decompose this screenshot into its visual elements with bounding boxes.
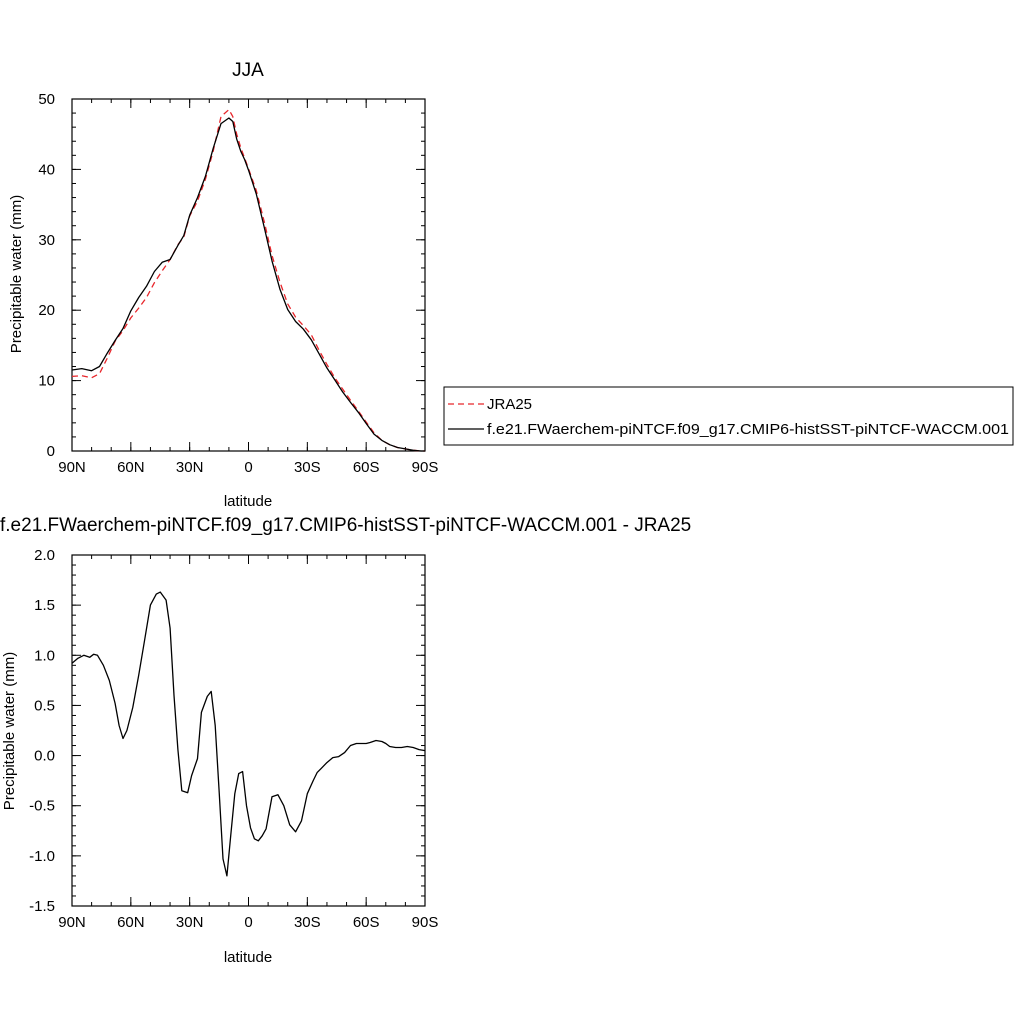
series-line-0 [71,591,426,877]
top-chart-y-axis-label: Precipitable water (mm) [8,195,25,353]
plot-frame [71,554,426,907]
x-tick-label: 90N [58,914,86,931]
bottom-chart-series [71,591,426,877]
top-chart-title: JJA [232,60,264,81]
y-tick-label: 0.0 [34,748,55,765]
x-tick-label: 60N [117,459,145,476]
y-tick-label: -1.5 [29,898,55,915]
y-tick-label: 1.5 [34,597,55,614]
y-tick-label: 50 [38,91,55,108]
series-line-1 [71,117,425,452]
top-chart-panel: JJA 90N 60N 30N 0 30S 60S 90S 0 10 20 30 40 50 latit… [8,60,438,510]
bottom-chart-axes: 90N 60N 30N 0 30S 60S 90S -1.5 -1.0 -0.5 0.0 0.5 1.0… [29,547,438,931]
y-tick-label: 1.0 [34,647,55,664]
legend-label-model: f.e21.FWaerchem-piNTCF.f09_g17.CMIP6-his… [487,421,1009,438]
top-chart-x-axis-label: latitude [224,493,272,510]
y-tick-label: 40 [38,161,55,178]
x-tick-label: 30S [294,459,321,476]
bottom-chart-y-axis-label: Precipitable water (mm) [1,652,18,810]
plot-frame [71,98,426,452]
x-tick-label: 90S [412,459,439,476]
y-tick-label: 10 [38,373,55,390]
top-chart-axes: 90N 60N 30N 0 30S 60S 90S 0 10 20 30 40 50 [38,91,438,476]
x-tick-label: 0 [244,459,252,476]
y-tick-label: 0 [47,443,55,460]
x-tick-label: 30N [176,459,204,476]
bottom-chart-panel: f.e21.FWaerchem-piNTCF.f09_g17.CMIP6-his… [0,515,691,966]
legend-box [443,386,1014,446]
y-tick-label: 30 [38,232,55,249]
legend: JRA25 f.e21.FWaerchem-piNTCF.f09_g17.CMI… [443,386,1014,446]
bottom-chart-x-axis-label: latitude [224,949,272,966]
x-tick-label: 90N [58,459,86,476]
x-tick-label: 0 [244,914,252,931]
x-tick-label: 30S [294,914,321,931]
y-tick-label: -0.5 [29,798,55,815]
x-tick-label: 90S [412,914,439,931]
y-tick-label: -1.0 [29,848,55,865]
legend-label-jra25: JRA25 [487,396,532,413]
series-line-0 [71,108,425,452]
y-tick-label: 20 [38,302,55,319]
top-chart-series [71,108,425,452]
y-tick-label: 2.0 [34,547,55,564]
y-tick-label: 0.5 [34,697,55,714]
bottom-chart-title: f.e21.FWaerchem-piNTCF.f09_g17.CMIP6-his… [0,515,691,536]
x-tick-label: 30N [176,914,204,931]
x-tick-label: 60N [117,914,145,931]
x-tick-label: 60S [353,914,380,931]
x-tick-label: 60S [353,459,380,476]
